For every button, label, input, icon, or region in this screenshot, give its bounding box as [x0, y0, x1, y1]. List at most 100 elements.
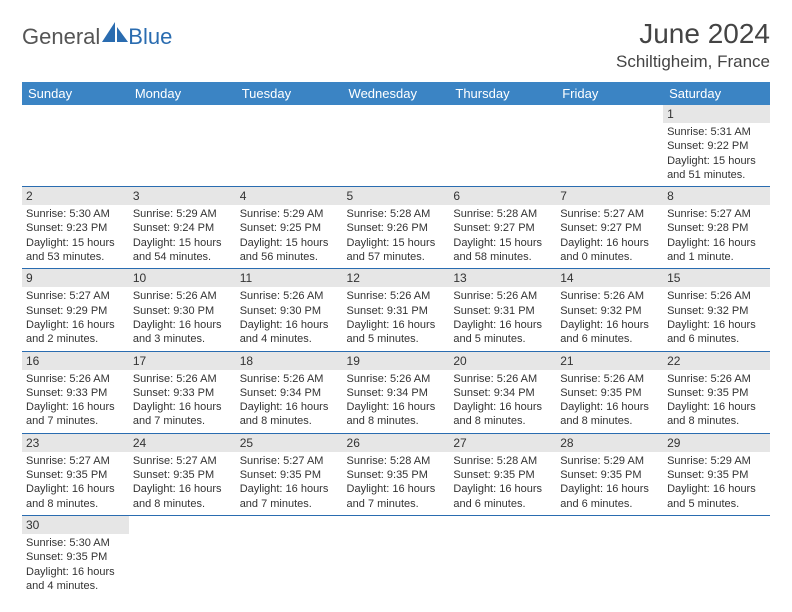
day-cell: 15Sunrise: 5:26 AMSunset: 9:32 PMDayligh…: [663, 269, 770, 350]
col-monday: Monday: [129, 82, 236, 105]
day-cell: 21Sunrise: 5:26 AMSunset: 9:35 PMDayligh…: [556, 352, 663, 433]
day-cell: 11Sunrise: 5:26 AMSunset: 9:30 PMDayligh…: [236, 269, 343, 350]
daylight-text: Daylight: 16 hours and 6 minutes.: [667, 318, 766, 347]
calendar-cell: 15Sunrise: 5:26 AMSunset: 9:32 PMDayligh…: [663, 269, 770, 351]
calendar-cell: [343, 105, 450, 187]
day-info: Sunrise: 5:30 AMSunset: 9:35 PMDaylight:…: [22, 534, 129, 597]
sunset-text: Sunset: 9:35 PM: [560, 386, 659, 400]
day-number: 17: [129, 352, 236, 370]
day-number: 18: [236, 352, 343, 370]
day-number: 10: [129, 269, 236, 287]
sunset-text: Sunset: 9:35 PM: [453, 468, 552, 482]
sunrise-text: Sunrise: 5:29 AM: [133, 207, 232, 221]
calendar-cell: [129, 105, 236, 187]
day-info: Sunrise: 5:28 AMSunset: 9:35 PMDaylight:…: [343, 452, 450, 515]
sunset-text: Sunset: 9:35 PM: [133, 468, 232, 482]
sunrise-text: Sunrise: 5:26 AM: [560, 289, 659, 303]
day-number: 5: [343, 187, 450, 205]
day-number: 26: [343, 434, 450, 452]
page-title: June 2024: [616, 18, 770, 50]
calendar-cell: [449, 515, 556, 597]
day-cell: 10 Sunrise: 5:26 AMSunset: 9:30 PMDayligh…: [129, 269, 236, 350]
sunset-text: Sunset: 9:32 PM: [560, 304, 659, 318]
day-cell: 12Sunrise: 5:26 AMSunset: 9:31 PMDayligh…: [343, 269, 450, 350]
day-number: 7: [556, 187, 663, 205]
daylight-text: Daylight: 16 hours and 8 minutes.: [26, 482, 125, 511]
col-thursday: Thursday: [449, 82, 556, 105]
day-info: Sunrise: 5:26 AMSunset: 9:34 PMDaylight:…: [449, 370, 556, 433]
sunset-text: Sunset: 9:28 PM: [667, 221, 766, 235]
calendar-cell: 24Sunrise: 5:27 AMSunset: 9:35 PMDayligh…: [129, 433, 236, 515]
day-number: 27: [449, 434, 556, 452]
calendar-cell: 6Sunrise: 5:28 AMSunset: 9:27 PMDaylight…: [449, 187, 556, 269]
sunset-text: Sunset: 9:33 PM: [133, 386, 232, 400]
sunrise-text: Sunrise: 5:30 AM: [26, 207, 125, 221]
day-cell: 2Sunrise: 5:30 AMSunset: 9:23 PMDaylight…: [22, 187, 129, 268]
calendar-cell: 7Sunrise: 5:27 AMSunset: 9:27 PMDaylight…: [556, 187, 663, 269]
day-info: Sunrise: 5:27 AMSunset: 9:35 PMDaylight:…: [22, 452, 129, 515]
sunrise-text: Sunrise: 5:26 AM: [667, 372, 766, 386]
day-info: Sunrise: 5:27 AMSunset: 9:35 PMDaylight:…: [129, 452, 236, 515]
sunrise-text: Sunrise: 5:26 AM: [133, 289, 232, 303]
day-cell: 18Sunrise: 5:26 AMSunset: 9:34 PMDayligh…: [236, 352, 343, 433]
sunset-text: Sunset: 9:30 PM: [133, 304, 232, 318]
daylight-text: Daylight: 16 hours and 8 minutes.: [240, 400, 339, 429]
day-cell: 16Sunrise: 5:26 AMSunset: 9:33 PMDayligh…: [22, 352, 129, 433]
day-number: 3: [129, 187, 236, 205]
calendar-cell: 21Sunrise: 5:26 AMSunset: 9:35 PMDayligh…: [556, 351, 663, 433]
logo: General Blue: [22, 24, 172, 50]
day-info: Sunrise: 5:28 AMSunset: 9:27 PMDaylight:…: [449, 205, 556, 268]
calendar-cell: 4Sunrise: 5:29 AMSunset: 9:25 PMDaylight…: [236, 187, 343, 269]
calendar-cell: 26Sunrise: 5:28 AMSunset: 9:35 PMDayligh…: [343, 433, 450, 515]
sunset-text: Sunset: 9:33 PM: [26, 386, 125, 400]
daylight-text: Daylight: 16 hours and 8 minutes.: [667, 400, 766, 429]
calendar-row: 1Sunrise: 5:31 AMSunset: 9:22 PMDaylight…: [22, 105, 770, 187]
calendar-cell: 12Sunrise: 5:26 AMSunset: 9:31 PMDayligh…: [343, 269, 450, 351]
day-cell: 13Sunrise: 5:26 AMSunset: 9:31 PMDayligh…: [449, 269, 556, 350]
day-cell: 22Sunrise: 5:26 AMSunset: 9:35 PMDayligh…: [663, 352, 770, 433]
calendar-cell: 2Sunrise: 5:30 AMSunset: 9:23 PMDaylight…: [22, 187, 129, 269]
sunrise-text: Sunrise: 5:28 AM: [347, 454, 446, 468]
day-number: 9: [22, 269, 129, 287]
sunrise-text: Sunrise: 5:26 AM: [347, 289, 446, 303]
calendar-cell: 8Sunrise: 5:27 AMSunset: 9:28 PMDaylight…: [663, 187, 770, 269]
sunrise-text: Sunrise: 5:27 AM: [26, 454, 125, 468]
day-number: 1: [663, 105, 770, 123]
daylight-text: Daylight: 16 hours and 7 minutes.: [240, 482, 339, 511]
day-number: 16: [22, 352, 129, 370]
calendar-cell: [343, 515, 450, 597]
day-info: Sunrise: 5:26 AMSunset: 9:32 PMDaylight:…: [556, 287, 663, 350]
day-number: 13: [449, 269, 556, 287]
day-cell: 17Sunrise: 5:26 AMSunset: 9:33 PMDayligh…: [129, 352, 236, 433]
sunrise-text: Sunrise: 5:29 AM: [240, 207, 339, 221]
sunrise-text: Sunrise: 5:26 AM: [347, 372, 446, 386]
calendar-cell: [22, 105, 129, 187]
sunrise-text: Sunrise: 5:27 AM: [560, 207, 659, 221]
col-tuesday: Tuesday: [236, 82, 343, 105]
daylight-text: Daylight: 16 hours and 4 minutes.: [240, 318, 339, 347]
daylight-text: Daylight: 16 hours and 1 minute.: [667, 236, 766, 265]
day-info: Sunrise: 5:26 AMSunset: 9:35 PMDaylight:…: [663, 370, 770, 433]
calendar-cell: 22Sunrise: 5:26 AMSunset: 9:35 PMDayligh…: [663, 351, 770, 433]
day-info: Sunrise: 5:27 AMSunset: 9:29 PMDaylight:…: [22, 287, 129, 350]
sunset-text: Sunset: 9:31 PM: [453, 304, 552, 318]
day-info: Sunrise: 5:27 AMSunset: 9:35 PMDaylight:…: [236, 452, 343, 515]
daylight-text: Daylight: 16 hours and 3 minutes.: [133, 318, 232, 347]
sunrise-text: Sunrise: 5:27 AM: [133, 454, 232, 468]
sunset-text: Sunset: 9:27 PM: [453, 221, 552, 235]
sunrise-text: Sunrise: 5:28 AM: [453, 207, 552, 221]
daylight-text: Daylight: 16 hours and 5 minutes.: [347, 318, 446, 347]
daylight-text: Daylight: 16 hours and 7 minutes.: [26, 400, 125, 429]
calendar-cell: 9Sunrise: 5:27 AMSunset: 9:29 PMDaylight…: [22, 269, 129, 351]
sunrise-text: Sunrise: 5:26 AM: [667, 289, 766, 303]
daylight-text: Daylight: 16 hours and 4 minutes.: [26, 565, 125, 594]
day-number: 30: [22, 516, 129, 534]
day-number: 19: [343, 352, 450, 370]
sunset-text: Sunset: 9:30 PM: [240, 304, 339, 318]
sunrise-text: Sunrise: 5:26 AM: [133, 372, 232, 386]
day-cell: 23Sunrise: 5:27 AMSunset: 9:35 PMDayligh…: [22, 434, 129, 515]
day-info: Sunrise: 5:26 AMSunset: 9:33 PMDaylight:…: [129, 370, 236, 433]
day-cell: 19Sunrise: 5:26 AMSunset: 9:34 PMDayligh…: [343, 352, 450, 433]
day-info: Sunrise: 5:29 AMSunset: 9:35 PMDaylight:…: [556, 452, 663, 515]
day-info: Sunrise: 5:26 AMSunset: 9:31 PMDaylight:…: [343, 287, 450, 350]
